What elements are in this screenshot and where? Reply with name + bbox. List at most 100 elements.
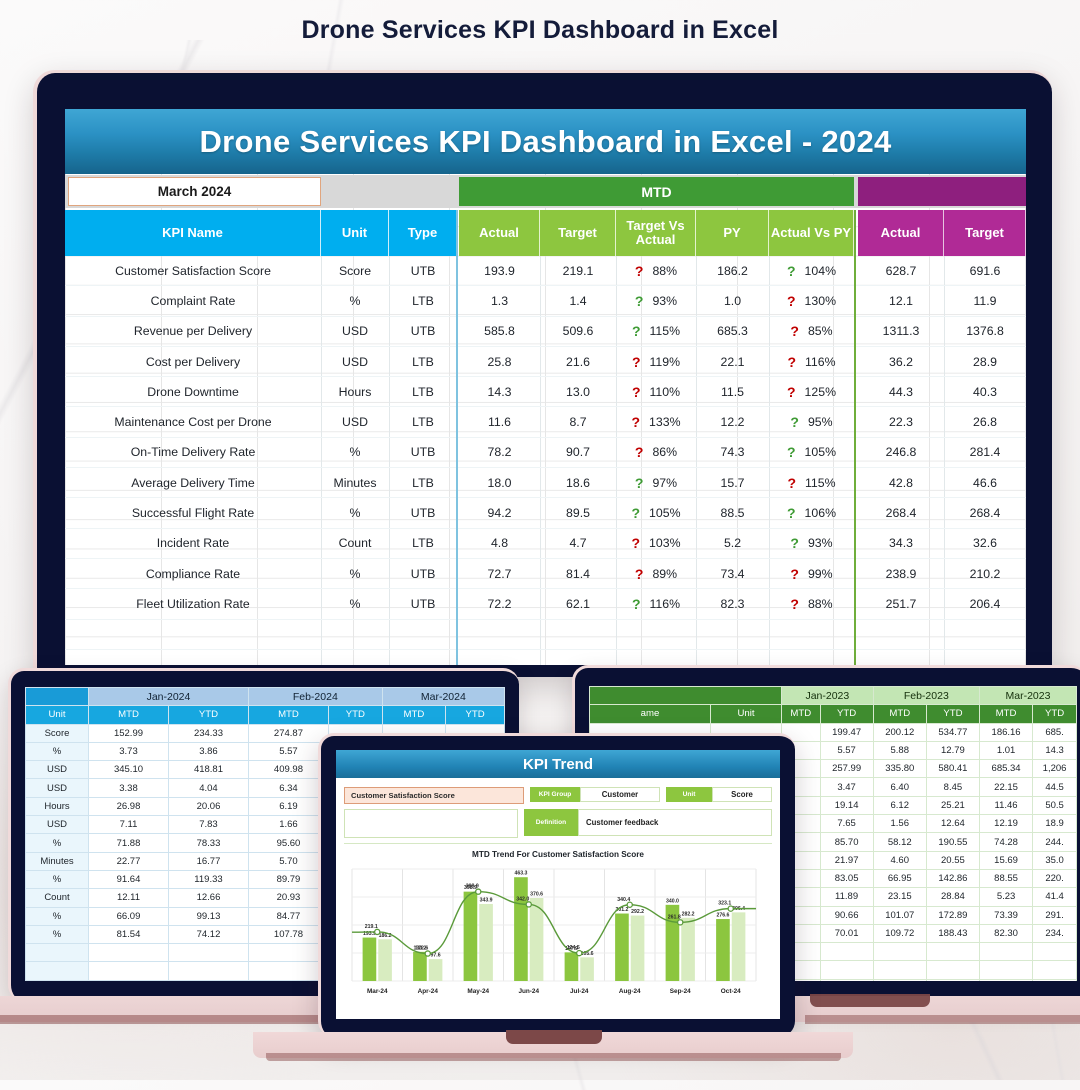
cell-divider	[616, 589, 617, 619]
svg-text:342.0: 342.0	[516, 896, 529, 902]
cell-type: UTB	[410, 445, 436, 460]
cell-type: LTB	[412, 536, 434, 551]
right-sub-header: YTD	[925, 704, 980, 724]
percent-value: 89%	[652, 566, 678, 581]
cell-type: LTB	[412, 293, 434, 308]
table-row: Drone Downtime Hours LTB 14.3 13.0? 110% 11.5?…	[65, 377, 1026, 408]
header-kpi-name[interactable]: KPI Name	[65, 210, 321, 256]
status-marker: ?	[631, 535, 641, 552]
cell-divider	[944, 619, 945, 649]
cell-avp: ? 104%	[769, 256, 854, 285]
left-unit-cell: %	[25, 833, 89, 853]
left-unit-cell: Minutes	[25, 851, 89, 871]
svg-text:463.3: 463.3	[514, 871, 527, 877]
cell-divider	[769, 589, 770, 619]
header-mtd-target-vs-actual[interactable]: Target Vs Actual	[616, 210, 696, 256]
table-row: Incident Rate Count LTB 4.8 4.7? 103% 5.2? 93% 3…	[65, 528, 1026, 559]
cell-py: 82.3	[720, 596, 745, 611]
left-unit-cell: Hours	[25, 796, 89, 817]
header-ytd-actual[interactable]: Actual	[858, 210, 944, 256]
left-value-cell: 89.79	[247, 869, 329, 890]
percent-value: 86%	[652, 445, 678, 460]
cell-a: 72.2	[487, 596, 512, 611]
cell-yt: 210.2	[969, 566, 1001, 581]
cell-divider	[321, 316, 322, 346]
cell-divider	[540, 316, 541, 346]
definition-label: Definition	[524, 809, 578, 836]
cell-avp: ? 88%	[769, 589, 854, 618]
status-marker: ?	[631, 595, 641, 612]
cell-unit: %	[349, 596, 361, 611]
header-mtd-actual[interactable]: Actual	[459, 210, 540, 256]
header-unit[interactable]: Unit	[321, 210, 389, 256]
cell-t: 62.1	[566, 596, 590, 611]
cell-type: UTB	[410, 596, 436, 611]
left-value-cell: 119.33	[167, 869, 249, 890]
cell-type: LTB	[412, 354, 434, 369]
cell-divider	[389, 316, 390, 346]
right-value-cell: 1.01	[978, 740, 1034, 761]
right-value-cell: 257.99	[819, 759, 874, 779]
percent-value: 116%	[805, 354, 836, 369]
cell-divider	[321, 468, 322, 498]
cell-divider	[389, 346, 390, 377]
cell-tva: ? 105%	[616, 498, 696, 527]
header-mtd-actual-vs-py[interactable]: Actual Vs PY	[769, 210, 854, 256]
kpi-name-selector[interactable]: Customer Satisfaction Score	[344, 787, 524, 804]
cell-py: 74.3	[720, 445, 745, 460]
right-value-cell: 534.77	[925, 722, 980, 742]
svg-text:292.2: 292.2	[631, 909, 644, 915]
cell-ya: 42.8	[889, 475, 913, 490]
cell-ya: 251.7	[885, 596, 917, 611]
cell-yt: 28.9	[973, 354, 997, 369]
cell-divider	[769, 377, 770, 407]
right-value-cell: 15.69	[978, 850, 1034, 870]
cell-tva: ? 110%	[616, 377, 696, 406]
cell-divider	[769, 649, 770, 665]
cell-divider	[321, 589, 322, 619]
right-value-cell: 244.	[1032, 832, 1077, 852]
cell-unit: Hours	[338, 384, 372, 399]
status-marker: ?	[790, 323, 799, 340]
header-type[interactable]: Type	[389, 210, 457, 256]
cell-divider	[540, 437, 541, 468]
cell-t: 13.0	[566, 384, 590, 399]
header-ytd-target[interactable]: Target	[944, 210, 1026, 256]
cell-py: 73.4	[720, 566, 745, 581]
left-value-cell: 99.13	[167, 906, 249, 926]
month-selector[interactable]: March 2024	[68, 177, 321, 206]
status-marker: ?	[787, 353, 796, 370]
cell-divider	[769, 407, 770, 437]
cell-ya: 238.9	[885, 566, 917, 581]
table-row-empty	[65, 619, 1026, 650]
status-marker: ?	[790, 565, 799, 582]
percent-value: 133%	[649, 415, 681, 430]
percent-value: 88%	[807, 596, 833, 611]
cell-a: 585.8	[484, 324, 515, 339]
definition-value: Customer feedback	[578, 809, 772, 836]
right-value-cell: 6.12	[872, 795, 927, 816]
right-value-cell: 35.0	[1032, 850, 1077, 870]
left-value-cell: 81.54	[88, 924, 169, 945]
header-mtd-target[interactable]: Target	[540, 210, 616, 256]
right-value-cell: 5.23	[978, 887, 1034, 907]
left-value-cell: 95.60	[247, 833, 329, 853]
svg-text:Mar-24: Mar-24	[367, 988, 388, 995]
cell-divider	[616, 346, 617, 377]
cell-name: Customer Satisfaction Score	[115, 263, 271, 278]
left-sub-header: YTD	[327, 705, 383, 725]
cell-divider	[696, 528, 697, 558]
cell-a: 14.3	[487, 384, 512, 399]
main-dashboard-screen: Drone Services KPI Dashboard in Excel - …	[65, 109, 1026, 665]
right-device-stand	[810, 994, 930, 1007]
cell-divider	[944, 377, 945, 407]
left-value-cell: 152.99	[88, 723, 169, 743]
right-value-cell: 12.64	[925, 814, 980, 834]
cell-divider	[696, 468, 697, 498]
svg-text:340.4: 340.4	[617, 897, 630, 903]
cell-divider	[944, 589, 945, 619]
svg-text:Jun-24: Jun-24	[518, 988, 539, 995]
left-sub-header: MTD	[88, 705, 169, 725]
header-mtd-py[interactable]: PY	[696, 210, 769, 256]
left-value-cell: 409.98	[247, 760, 329, 780]
